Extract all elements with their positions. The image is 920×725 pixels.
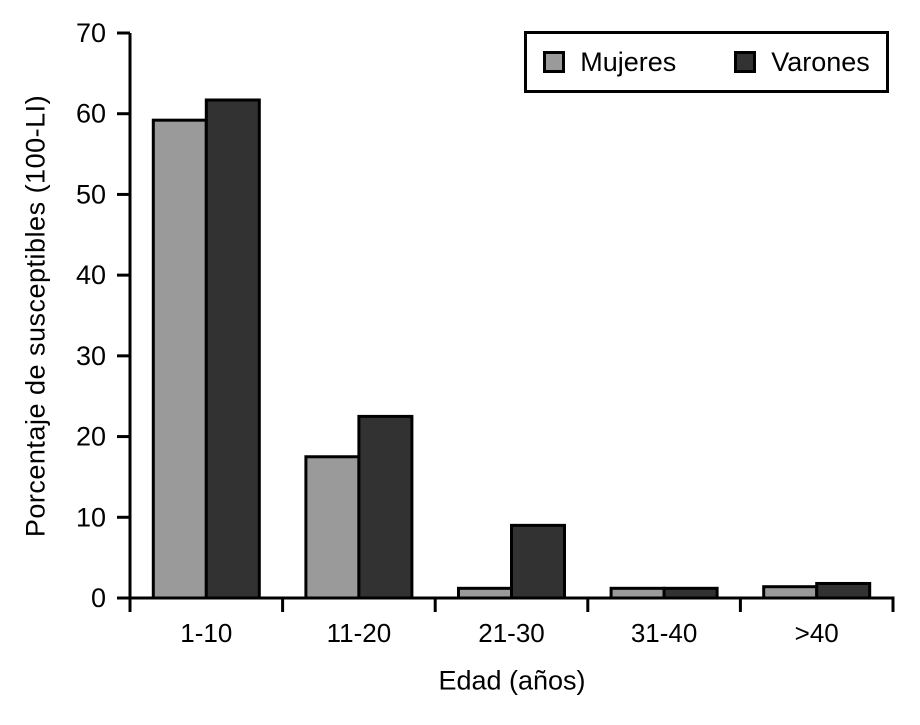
y-tick-label: 0 [91, 583, 106, 613]
bar-varones-21-30 [510, 523, 566, 600]
y-tick-label: 40 [76, 260, 106, 290]
bar-mujeres-11-20 [304, 455, 361, 600]
bar-varones-11-20 [357, 414, 414, 600]
y-axis-title: Porcentaje de susceptibles (100-LI) [20, 94, 51, 538]
y-tick-label: 70 [76, 18, 106, 48]
y-tick-label: 50 [76, 179, 106, 209]
bar-varones->40 [815, 581, 872, 600]
x-axis-title: Edad (años) [438, 665, 586, 696]
x-category-label: 1-10 [180, 618, 232, 648]
bar-mujeres->40 [762, 585, 819, 600]
legend-label-mujeres: Mujeres [580, 46, 677, 77]
y-tick-label: 60 [76, 99, 106, 129]
bar-mujeres-1-10 [151, 118, 208, 600]
x-category-label: 21-30 [478, 618, 545, 648]
bar-varones-1-10 [204, 98, 261, 600]
legend-label-varones: Varones [771, 46, 870, 77]
y-tick-label: 20 [76, 422, 106, 452]
legend-item-mujeres: Mujeres [543, 47, 676, 78]
x-category-label: 11-20 [327, 618, 392, 648]
legend-swatch-mujeres-icon [543, 51, 566, 73]
x-category-label: >40 [795, 618, 839, 648]
legend-item-varones: Varones [734, 47, 870, 78]
y-tick-label: 10 [76, 502, 106, 532]
legend-swatch-varones-icon [734, 51, 757, 73]
x-category-label: 31-40 [631, 618, 698, 648]
legend: Mujeres Varones [524, 31, 889, 93]
y-tick-label: 30 [76, 341, 106, 371]
